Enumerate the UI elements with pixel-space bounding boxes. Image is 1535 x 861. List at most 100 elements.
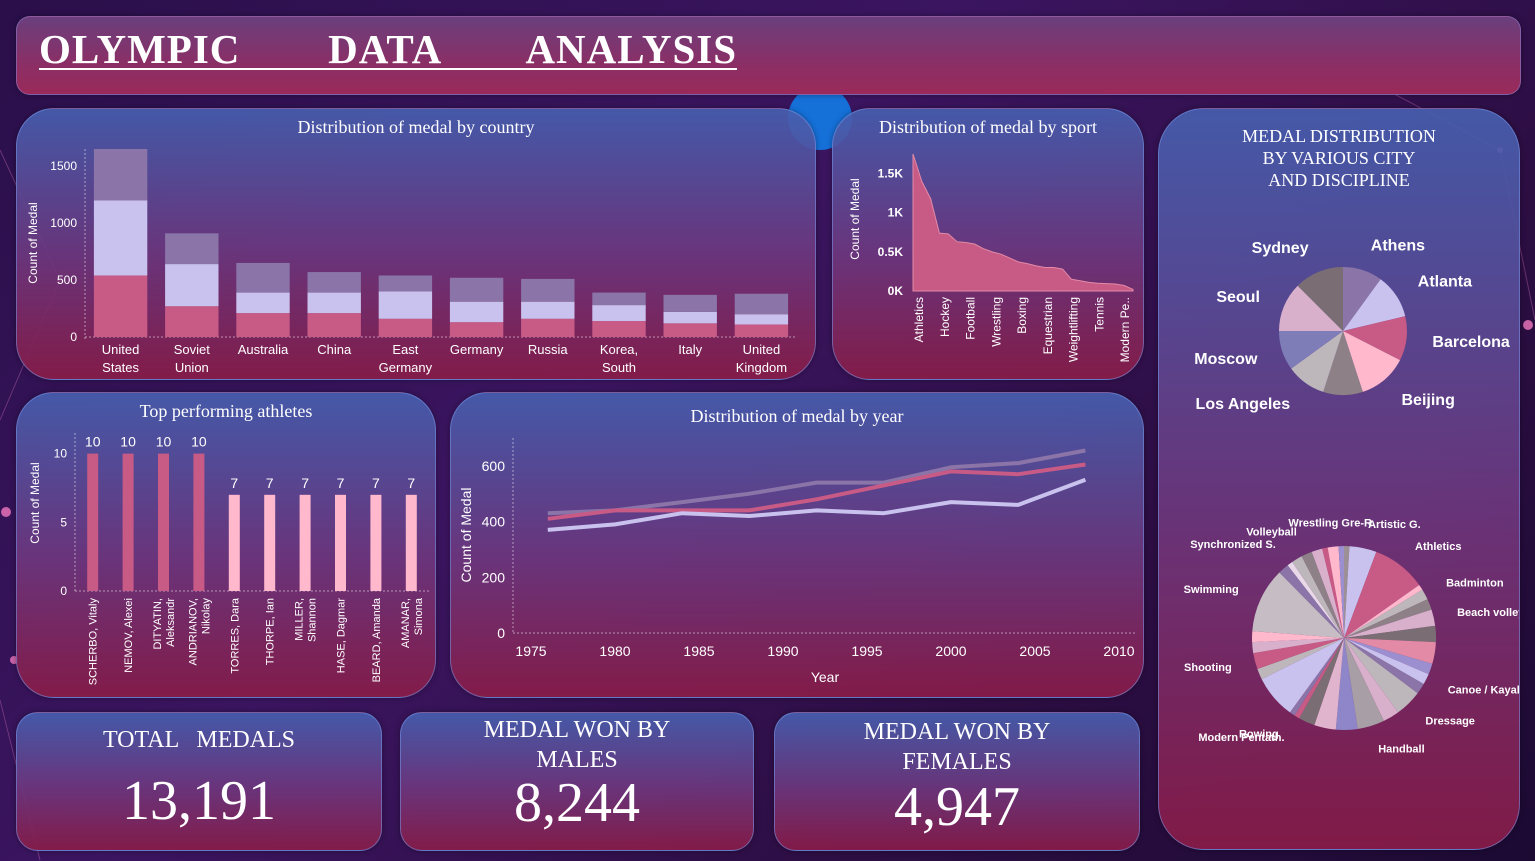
city-discipline-pies[interactable]: Athens Atlanta Barcelona Beijing Los Angeles… — [1159, 109, 1519, 849]
country-category-label: Soviet Union — [174, 342, 211, 375]
country-bar-segment — [93, 149, 148, 201]
discipline-pie-slice — [1344, 638, 1424, 694]
discipline-pie-slice — [1252, 631, 1344, 643]
country-category-label: China — [317, 342, 352, 357]
year-y-axis-title: Count of Medal — [458, 488, 474, 583]
discipline-pie-slice — [1292, 556, 1344, 638]
athletes-y-axis-title: Count of Medal — [28, 462, 42, 543]
country-bar-segment — [734, 293, 789, 315]
athlete-value-label: 7 — [266, 475, 274, 491]
year-line-chart[interactable]: 0 200 400 600 1975 1980 1985 1990 1995 2000 2005 20… — [451, 393, 1143, 697]
discipline-pie-slice — [1253, 638, 1344, 669]
athletes-y-tick-label: 0 — [60, 584, 67, 598]
sport-area-chart[interactable]: 0K 0.5K 1K 1.5K Count of Medal Athletics Hocke… — [833, 109, 1143, 379]
country-y-tick-label: 0 — [70, 330, 77, 344]
country-chart-title: Distribution of medal by country — [297, 117, 535, 137]
country-category-label: Australia — [238, 342, 289, 357]
discipline-pie-slice — [1327, 546, 1344, 638]
country-bar-segment — [307, 272, 361, 293]
sport-y-axis-title: Count of Medal — [848, 178, 862, 259]
city-pie-slice-label: Seoul — [1216, 289, 1260, 306]
country-bar-segment — [236, 262, 290, 293]
year-series-line — [547, 448, 1086, 516]
discipline-pie-slice — [1344, 585, 1423, 638]
year-y-tick-label: 0 — [497, 625, 505, 641]
year-x-tick-label: 1980 — [599, 643, 630, 659]
athlete-name-label: SCHERBO, Vitaly — [88, 598, 100, 686]
athletes-bar-chart[interactable]: 0 5 10 Count of Medal 10 SCHERBO, Vitaly 10 NEM… — [17, 393, 435, 697]
country-y-tick-label: 1500 — [50, 159, 77, 173]
country-bar-chart[interactable]: 0 500 1000 1500 Count of Medal United States So… — [17, 109, 815, 379]
year-x-tick-label: 1990 — [767, 643, 798, 659]
discipline-pie-slice — [1344, 546, 1377, 638]
athlete-value-label: 7 — [407, 475, 415, 491]
city-pie-slice — [1279, 331, 1343, 369]
year-series-line — [547, 477, 1087, 532]
discipline-pie-slice — [1344, 638, 1399, 721]
sport-chart-panel: Distribution of medal by sport 0K 0.5K 1K 1… — [832, 108, 1144, 380]
country-bar-segment — [663, 323, 717, 337]
year-x-tick-label: 1975 — [515, 643, 546, 659]
country-y-axis-title: Count of Medal — [26, 202, 40, 283]
discipline-pie-slice — [1335, 638, 1358, 730]
city-pie-slice-label: Beijing — [1402, 392, 1455, 409]
city-pie-slice-label: Atlanta — [1418, 273, 1472, 290]
athlete-name-label: THORPE, Ian — [265, 598, 277, 665]
sport-category-label: Athletics — [912, 297, 926, 342]
discipline-pie-slice — [1344, 599, 1432, 638]
athlete-value-label: 7 — [301, 475, 309, 491]
country-bar-segment — [307, 313, 361, 337]
country-bar-segment — [165, 264, 219, 307]
discipline-pie-slice — [1338, 546, 1344, 638]
athlete-value-label: 10 — [191, 434, 207, 450]
city-pie-slice — [1297, 266, 1343, 331]
athlete-value-label: 10 — [156, 434, 172, 450]
discipline-pie-slice-label: Swimming — [1184, 584, 1239, 596]
discipline-pie-slice-label: Canoe / Kayak S — [1448, 685, 1519, 697]
discipline-pie-slice-label: Shooting — [1184, 662, 1232, 674]
discipline-pie-slice-label: Handball — [1378, 744, 1424, 756]
female-medals-value: 4,947 — [894, 776, 1020, 838]
discipline-pie-slice-label: Athletics — [1415, 541, 1461, 553]
country-bar-segment — [592, 305, 646, 322]
discipline-pie-slice — [1289, 638, 1344, 716]
athletes-y-tick-label: 10 — [54, 447, 68, 461]
discipline-pie-slice — [1344, 638, 1384, 729]
sport-y-tick-label: 0.5K — [878, 245, 904, 259]
city-pie-slice — [1343, 331, 1400, 392]
discipline-pie-slice — [1261, 638, 1344, 713]
country-bar-segment — [236, 292, 290, 314]
year-x-axis-title: Year — [811, 669, 840, 685]
country-category-label: United States — [102, 342, 140, 375]
dashboard-title: OLYMPIC DATA ANALYSIS — [39, 26, 738, 72]
athletes-chart-title: Top performing athletes — [139, 401, 313, 421]
athlete-name-label: HASE, Dagmar — [336, 598, 348, 674]
discipline-pie-slice — [1287, 562, 1344, 638]
country-bar-segment — [165, 233, 219, 265]
country-bar-segment — [93, 275, 148, 337]
athlete-bar — [122, 453, 134, 591]
country-bar-segment — [378, 291, 433, 319]
year-y-tick-label: 600 — [482, 458, 506, 474]
discipline-pie-slice — [1344, 638, 1418, 713]
country-category-label: Korea, South — [600, 342, 638, 375]
year-x-tick-label: 2005 — [1019, 643, 1050, 659]
female-medals-card: MEDAL WON BY FEMALES 4,947 — [774, 712, 1140, 851]
athlete-value-label: 7 — [337, 475, 345, 491]
year-x-tick-label: 1985 — [683, 643, 714, 659]
athlete-bar — [335, 494, 346, 591]
country-bar-segment — [378, 318, 433, 337]
athlete-name-label: TORRES, Dara — [229, 597, 241, 673]
athlete-value-label: 10 — [120, 434, 136, 450]
discipline-pie-slice-label: Artistic G. — [1368, 519, 1421, 531]
discipline-pie-slice — [1311, 548, 1344, 638]
total-medals-value: 13,191 — [122, 770, 276, 832]
country-bar-segment — [521, 318, 575, 337]
athlete-name-label: BEARD, Amanda — [371, 597, 383, 682]
header-bar: OLYMPIC DATA ANALYSIS — [16, 16, 1521, 95]
discipline-pie-slice — [1344, 638, 1436, 664]
country-bar-segment — [521, 301, 575, 319]
athlete-value-label: 7 — [230, 475, 238, 491]
athlete-name-label: ANDRIANOV,Nikolay — [187, 598, 212, 666]
sport-category-label: Weightlifting — [1067, 297, 1081, 362]
